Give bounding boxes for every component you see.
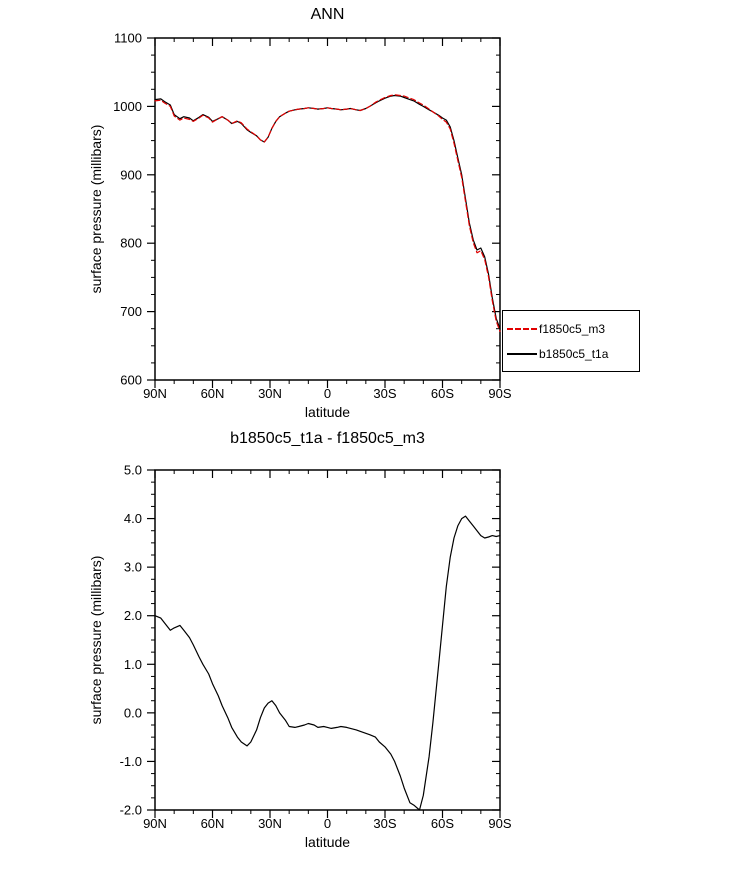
plot-frame bbox=[154, 37, 501, 381]
x-tick-label: 60S bbox=[431, 386, 454, 401]
x-tick-label: 90N bbox=[143, 386, 167, 401]
y-tick-label: 1000 bbox=[113, 99, 142, 114]
y-tick-label: 800 bbox=[120, 236, 142, 251]
x-tick-label: 30S bbox=[373, 816, 396, 831]
plot-frame bbox=[154, 469, 501, 811]
legend-label: b1850c5_t1a bbox=[539, 346, 609, 361]
series-line-b1850c5_t1a bbox=[154, 94, 501, 330]
x-tick-label: 30N bbox=[258, 386, 282, 401]
x-tick-label: 60N bbox=[201, 816, 225, 831]
y-tick-label: 900 bbox=[120, 167, 142, 182]
x-tick-label: 0 bbox=[324, 386, 331, 401]
y-tick-label: 3.0 bbox=[124, 560, 142, 575]
series-line-b1850c5_t1a - f1850c5_m3 bbox=[154, 515, 501, 811]
y-tick-label: -1.0 bbox=[120, 754, 142, 769]
x-tick-label: 30S bbox=[373, 386, 396, 401]
x-tick-label: 30N bbox=[258, 816, 282, 831]
y-tick-label: 4.0 bbox=[124, 511, 142, 526]
legend: f1850c5_m3 b1850c5_t1a bbox=[502, 310, 640, 372]
y-tick-label: 700 bbox=[120, 304, 142, 319]
y-tick-label: 0.0 bbox=[124, 705, 142, 720]
x-tick-label: 90N bbox=[143, 816, 167, 831]
y-tick-label: 2.0 bbox=[124, 608, 142, 623]
legend-item-f1850c5_m3: f1850c5_m3 bbox=[507, 322, 635, 336]
y-tick-label: -2.0 bbox=[120, 803, 142, 818]
legend-line-solid-black-icon bbox=[507, 352, 537, 355]
x-tick-label: 0 bbox=[324, 816, 331, 831]
y-tick-label: 1100 bbox=[114, 31, 142, 46]
y-tick-label: 1.0 bbox=[124, 657, 142, 672]
legend-item-b1850c5_t1a: b1850c5_t1a bbox=[507, 347, 635, 361]
x-tick-label: 90S bbox=[488, 386, 511, 401]
y-tick-label: 5.0 bbox=[124, 463, 142, 478]
legend-line-dashed-red-icon bbox=[507, 327, 537, 330]
x-tick-label: 60S bbox=[431, 816, 454, 831]
chart-0-plot: 90N 60N 30N 0 30S 60S 90S 600 700 800 900 1000 1100 bbox=[113, 31, 512, 402]
chart-0-title: ANN bbox=[310, 6, 345, 23]
series-line-f1850c5_m3 bbox=[154, 94, 501, 332]
legend-label: f1850c5_m3 bbox=[539, 321, 606, 336]
x-tick-label: 60N bbox=[201, 386, 225, 401]
chart-1-title: b1850c5_t1a - f1850c5_m3 bbox=[230, 430, 425, 447]
chart-1-x-axis-label: latitude bbox=[304, 834, 351, 850]
x-tick-label: 90S bbox=[488, 816, 511, 831]
y-tick-label: 600 bbox=[120, 373, 142, 388]
chart-0-x-axis-label: latitude bbox=[304, 404, 351, 420]
chart-1-plot: 90N 60N 30N 0 30S 60S 90S -2.0 -1.0 0.0 1.0 2.0 3.0 4… bbox=[120, 463, 512, 832]
